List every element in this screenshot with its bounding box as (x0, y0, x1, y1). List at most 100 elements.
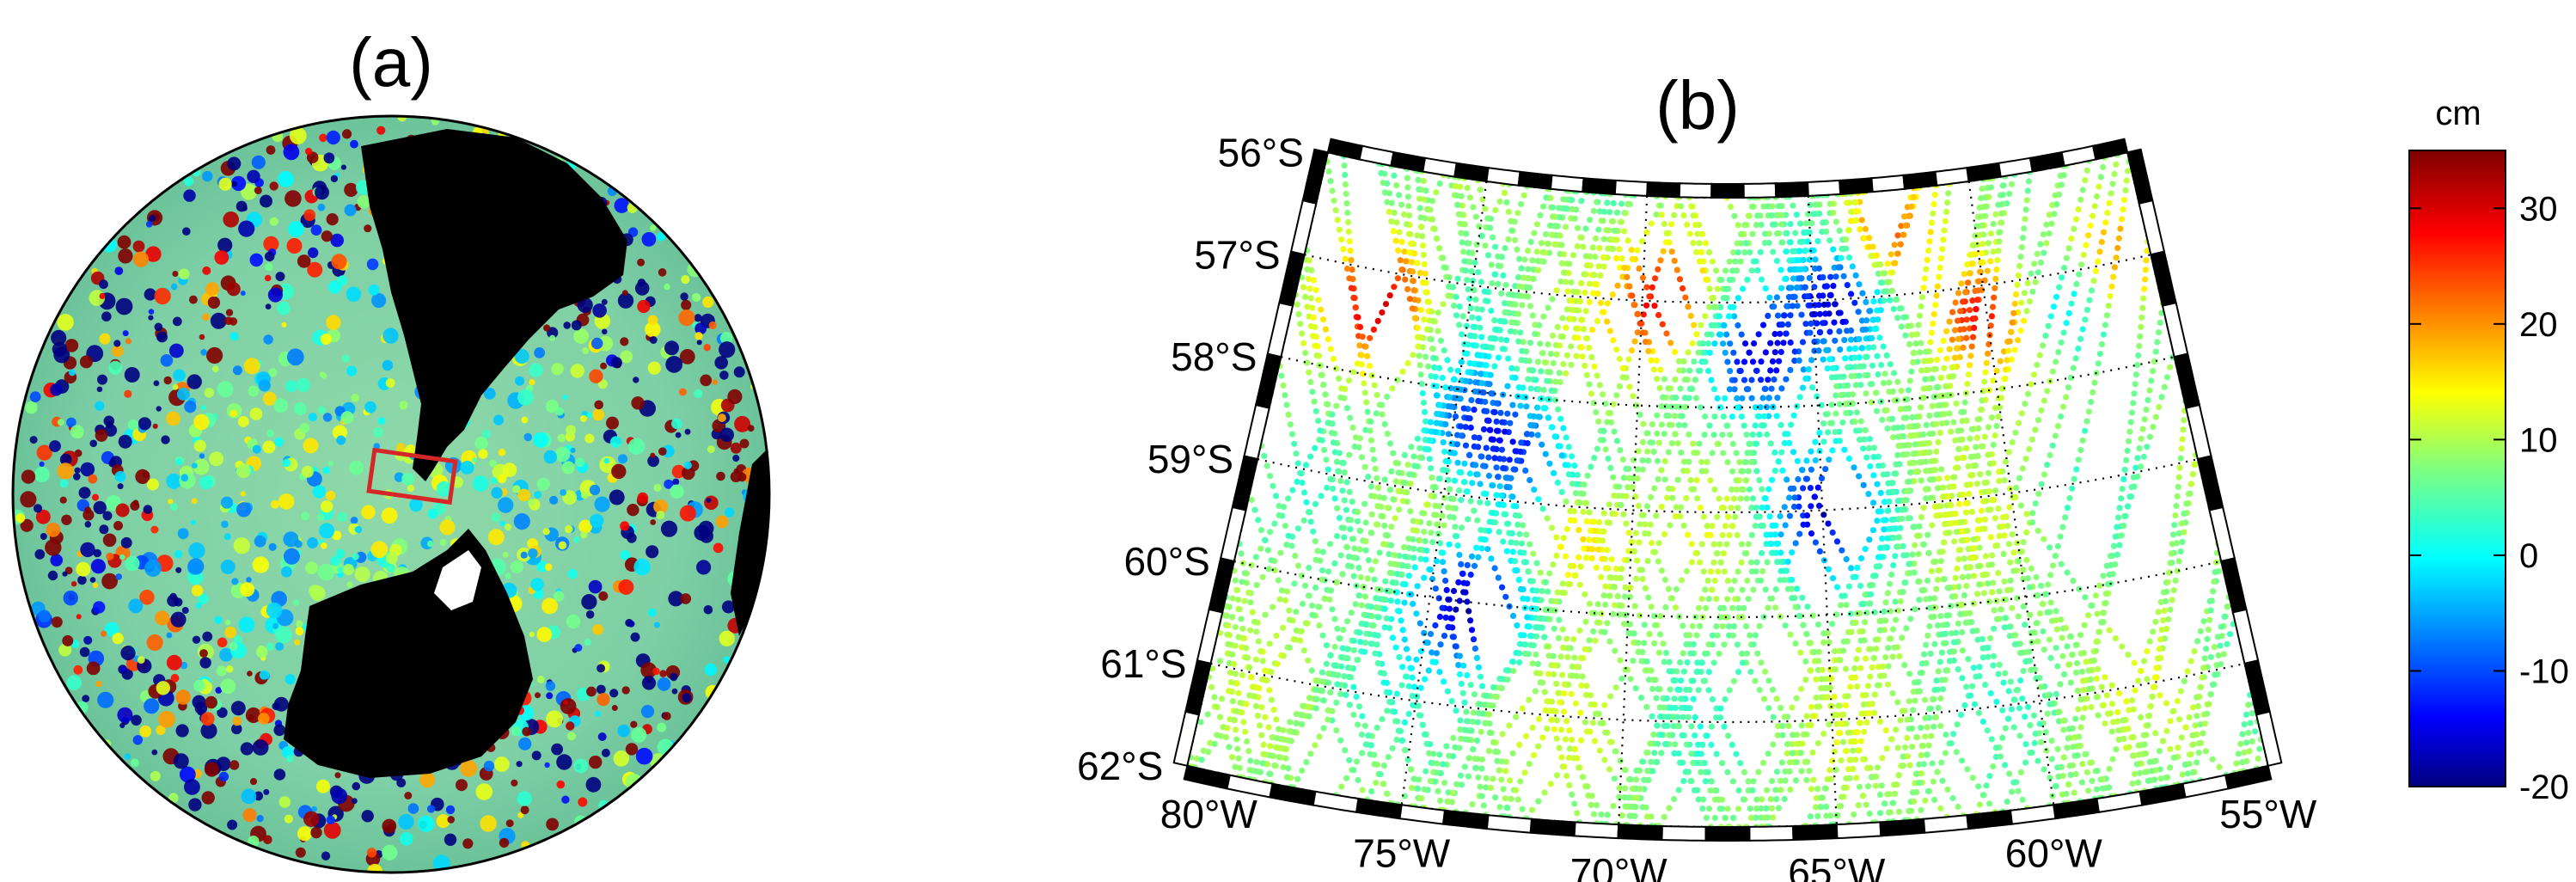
track-point (2212, 671, 2218, 678)
track-point (1989, 303, 1997, 310)
anomaly-speck (182, 227, 191, 236)
track-point (1559, 626, 1566, 633)
track-point (1404, 499, 1410, 505)
track-point (1773, 769, 1781, 775)
anomaly-speck (262, 391, 277, 406)
track-point (1975, 278, 1983, 285)
track-point (1346, 756, 1353, 763)
anomaly-speck (269, 181, 278, 191)
track-point (1926, 705, 1933, 713)
track-point (2175, 483, 2181, 490)
track-point (1513, 503, 1520, 510)
track-point (1967, 362, 1973, 369)
track-point (1986, 193, 1992, 200)
anomaly-speck (351, 393, 359, 402)
anomaly-speck (480, 815, 497, 832)
track-point (1416, 362, 1423, 369)
track-point (1799, 467, 1806, 474)
track-point (1516, 530, 1523, 537)
track-point (1655, 311, 1662, 319)
track-point (1856, 747, 1863, 754)
track-point (1870, 298, 1877, 305)
track-point (1314, 548, 1321, 554)
track-point (1676, 276, 1684, 283)
track-point (1410, 453, 1417, 460)
track-point (1782, 522, 1789, 529)
anomaly-speck (278, 493, 295, 510)
track-point (1925, 439, 1932, 447)
anomaly-speck (571, 320, 582, 331)
track-point (1832, 337, 1839, 344)
track-point (1890, 370, 1898, 377)
track-point (1845, 583, 1852, 590)
track-point (1997, 229, 2004, 236)
anomaly-speck (662, 712, 671, 720)
track-point (1478, 683, 1486, 689)
track-point (2149, 693, 2156, 701)
track-point (1709, 450, 1716, 456)
track-point (1586, 381, 1593, 388)
track-point (1921, 696, 1929, 703)
track-point (1409, 259, 1416, 266)
track-point (1832, 657, 1839, 664)
anomaly-speck (248, 836, 260, 848)
track-point (2177, 548, 2184, 555)
anomaly-speck (554, 446, 571, 462)
track-point (1856, 281, 1863, 288)
track-point (1496, 767, 1502, 774)
anomaly-speck (382, 328, 399, 344)
anomaly-speck (637, 299, 651, 314)
track-point (1965, 371, 1972, 378)
track-point (1856, 335, 1863, 343)
anomaly-speck (192, 462, 198, 469)
track-point (2092, 592, 2099, 599)
track-point (1420, 399, 1427, 406)
anomaly-speck (641, 676, 657, 690)
track-point (1625, 630, 1632, 637)
track-point (1719, 623, 1726, 630)
track-point (1893, 726, 1900, 733)
anomaly-speck (161, 435, 170, 444)
track-point (1990, 220, 1997, 228)
track-point (1848, 565, 1855, 572)
track-point (1620, 621, 1628, 628)
track-point (1329, 707, 1336, 714)
anomaly-speck (70, 581, 77, 587)
track-point (1923, 641, 1930, 648)
anomaly-speck (229, 332, 239, 341)
track-point (1993, 367, 2000, 374)
track-point (1787, 221, 1794, 228)
track-point (1333, 727, 1340, 734)
anomaly-speck (231, 181, 238, 187)
anomaly-speck (598, 591, 609, 601)
track-point (1830, 210, 1837, 217)
anomaly-speck (575, 457, 585, 468)
track-point (1319, 669, 1325, 676)
track-point (2142, 769, 2149, 775)
track-point (1928, 329, 1935, 336)
track-point (1840, 784, 1847, 791)
track-point (1537, 569, 1544, 576)
anomaly-speck (49, 440, 61, 452)
track-point (1600, 263, 1607, 270)
track-point (1557, 278, 1564, 285)
track-point (2044, 710, 2051, 717)
anomaly-speck (582, 347, 590, 354)
anomaly-speck (344, 182, 358, 197)
anomaly-speck (385, 552, 398, 565)
anomaly-speck (146, 478, 159, 491)
anomaly-speck (578, 797, 588, 807)
anomaly-speck (670, 672, 678, 682)
track-point (1621, 593, 1628, 600)
track-point (1950, 731, 1957, 738)
anomaly-speck (166, 632, 173, 639)
track-point (1985, 653, 1992, 660)
track-point (2073, 466, 2080, 473)
anomaly-speck (545, 681, 556, 691)
track-point (1653, 695, 1660, 701)
track-point (1863, 692, 1869, 699)
track-point (2049, 562, 2057, 569)
anomaly-speck (640, 662, 657, 678)
track-point (1697, 404, 1704, 411)
track-point (1911, 478, 1918, 485)
